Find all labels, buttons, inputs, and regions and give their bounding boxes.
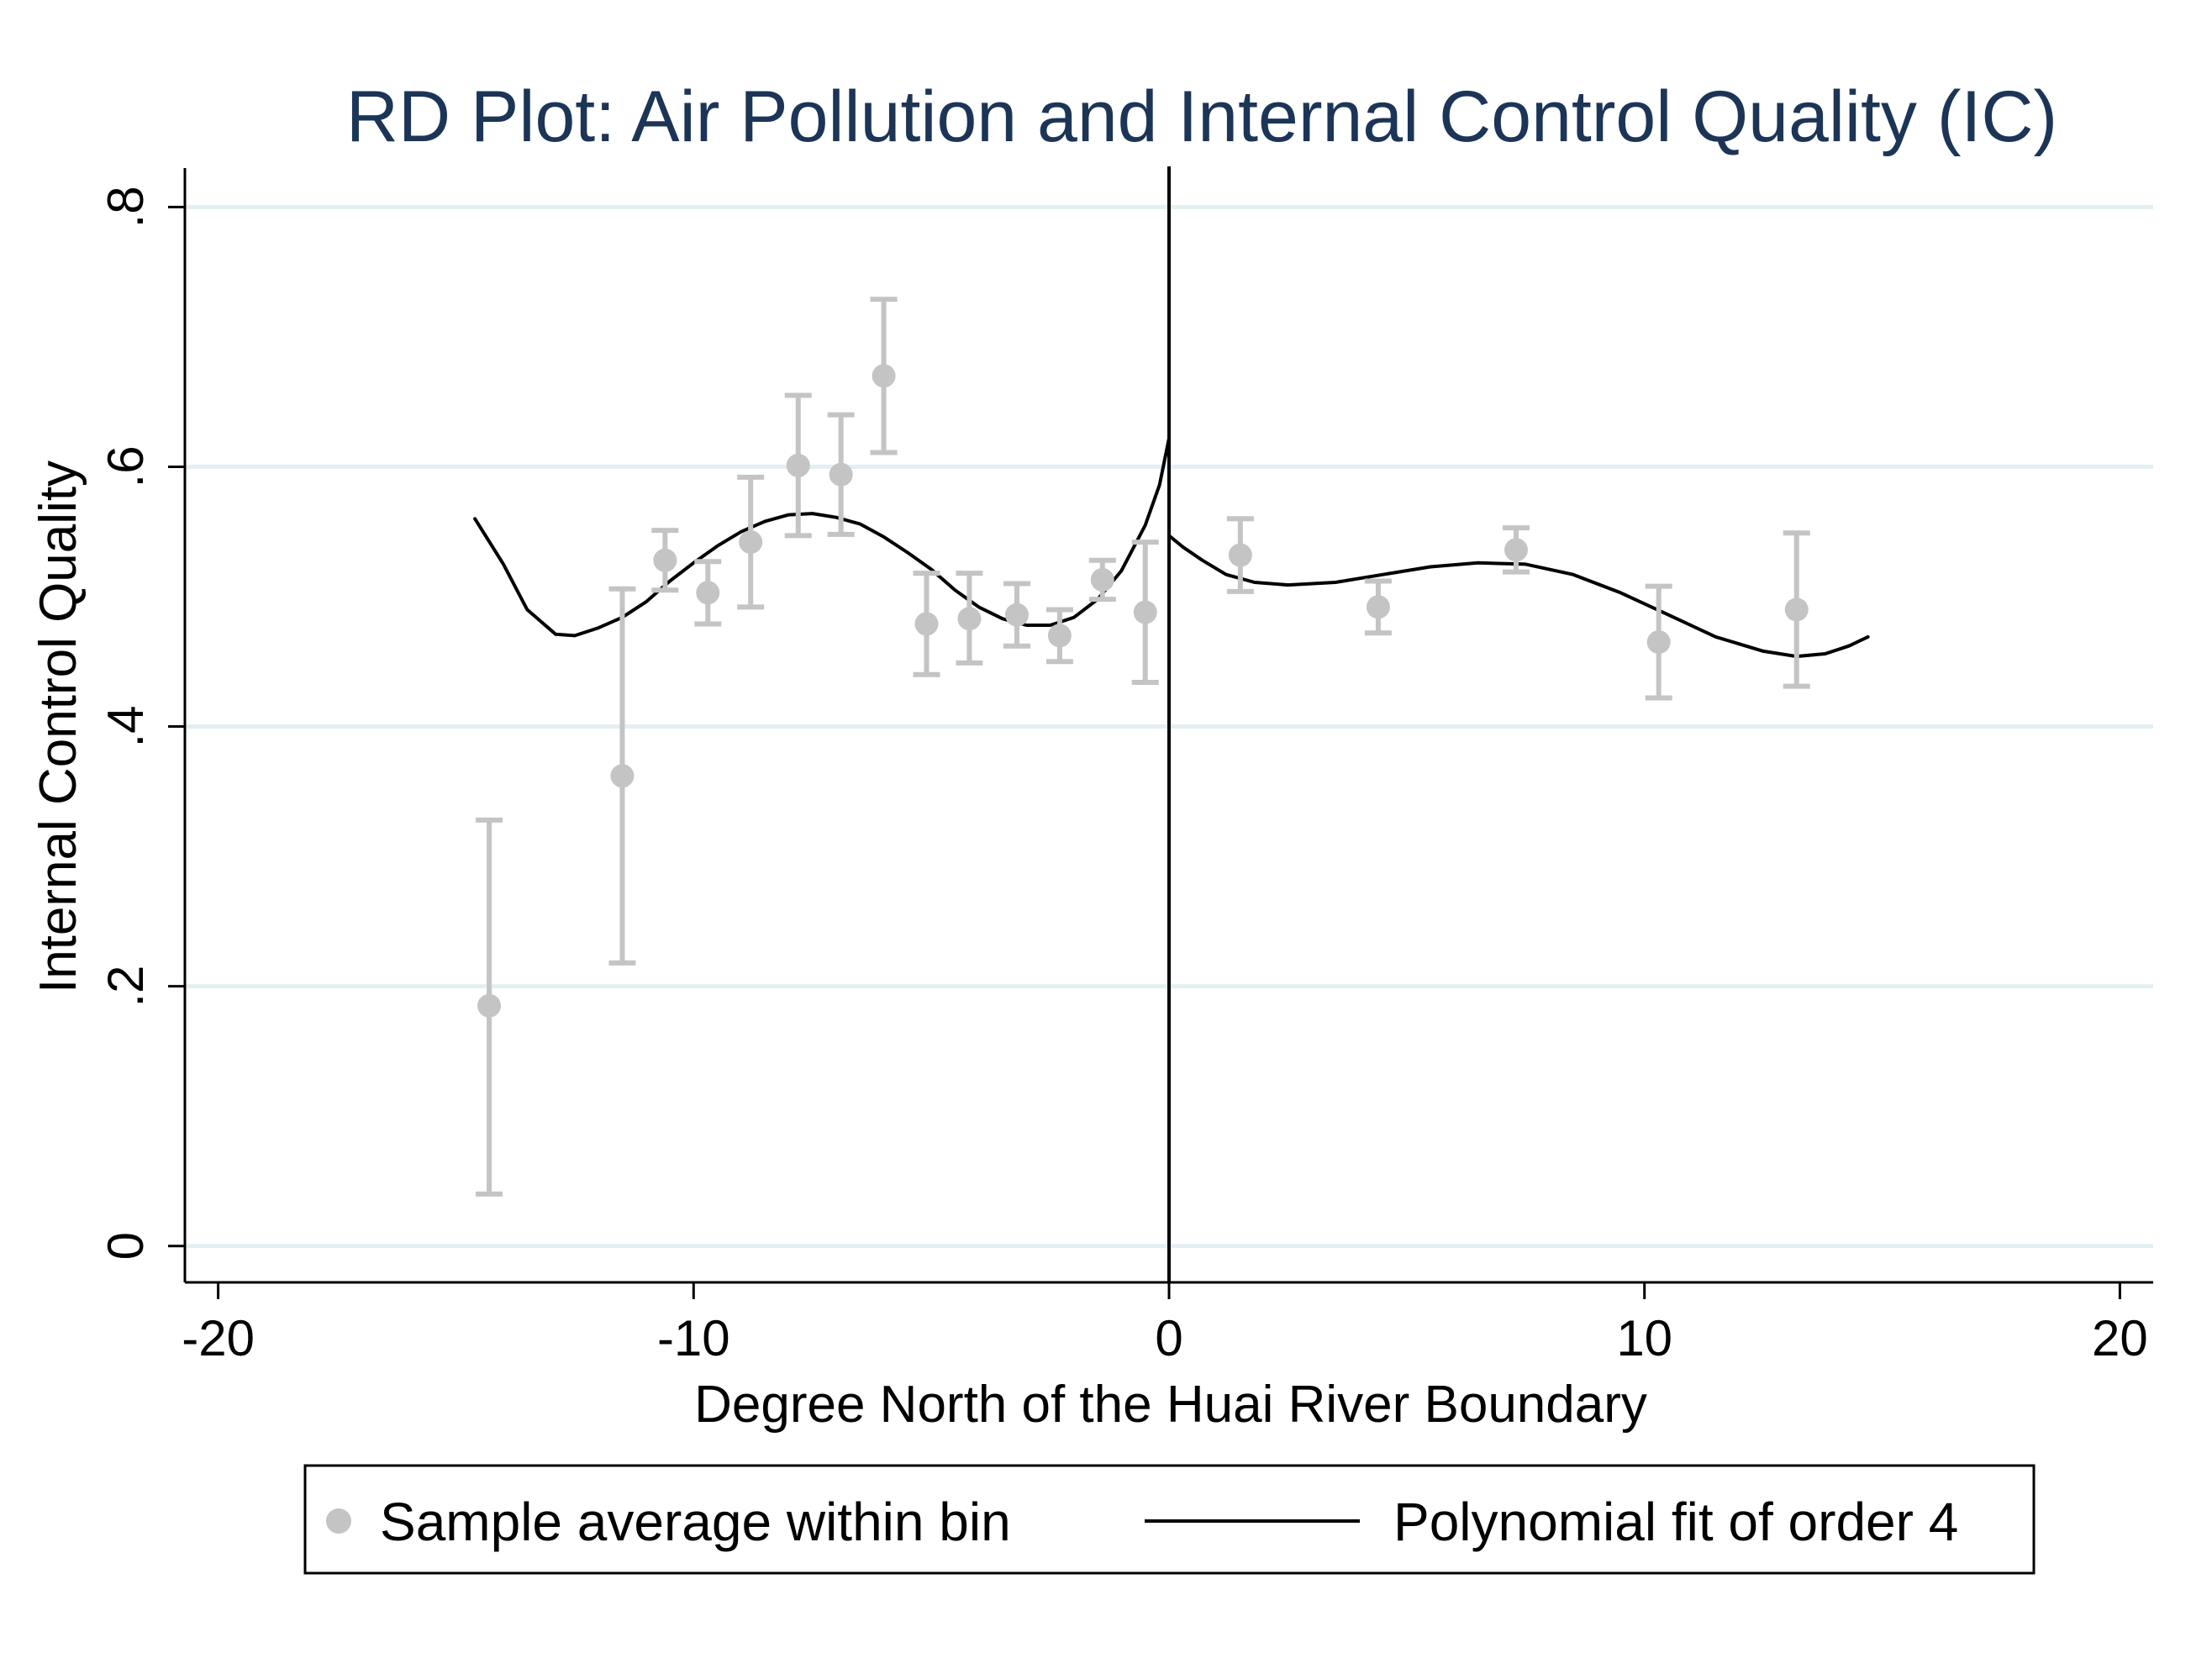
bin-point-3 — [696, 581, 720, 605]
bin-point-6 — [829, 462, 853, 487]
bin-7 — [870, 297, 898, 455]
bin-point-13 — [1133, 600, 1157, 624]
bin-point-11 — [1047, 624, 1072, 648]
bin-point-0 — [477, 993, 502, 1018]
bin-9 — [956, 571, 983, 666]
x-tick-label-0: -20 — [182, 1310, 255, 1366]
legend-label-points: Sample average within bin — [380, 1492, 1011, 1552]
legend-marker-points — [326, 1508, 351, 1534]
bin-point-10 — [1004, 603, 1029, 627]
chart-title: RD Plot: Air Pollution and Internal Cont… — [346, 76, 2057, 157]
bin-point-15 — [1366, 595, 1390, 619]
bin-point-17 — [1646, 630, 1671, 655]
fit-line-right — [1167, 534, 1870, 659]
bin-point-12 — [1090, 567, 1114, 592]
bin-point-1 — [610, 764, 635, 788]
y-axis-label: Internal Control Quality — [29, 461, 87, 993]
polynomial-fit — [473, 436, 1870, 659]
bin-point-18 — [1784, 597, 1809, 622]
bin-1 — [608, 586, 636, 966]
bin-point-16 — [1504, 538, 1528, 562]
bin-11 — [1045, 607, 1073, 665]
x-tick-label-4: 20 — [2092, 1310, 2148, 1366]
bin-point-8 — [914, 612, 939, 636]
bin-13 — [1131, 540, 1159, 685]
bin-point-5 — [786, 453, 810, 477]
bin-0 — [476, 817, 503, 1197]
bin-5 — [784, 392, 812, 539]
bin-14 — [1226, 516, 1254, 594]
bin-18 — [1783, 530, 1810, 689]
bin-point-2 — [653, 548, 677, 572]
bin-4 — [737, 474, 765, 610]
x-axis-label: Degree North of the Huai River Boundary — [694, 1376, 1647, 1434]
y-tick-label-2: .4 — [97, 706, 154, 748]
bin-point-9 — [957, 607, 982, 631]
y-tick-label-1: .2 — [97, 966, 154, 1008]
fit-line-left — [473, 436, 1171, 638]
y-tick-label-0: 0 — [97, 1232, 154, 1260]
bin-16 — [1502, 525, 1530, 575]
x-tick-label-2: 0 — [1155, 1310, 1182, 1366]
bin-15 — [1364, 578, 1392, 636]
bin-6 — [827, 412, 855, 537]
bin-point-4 — [739, 530, 763, 555]
y-tick-label-3: .6 — [97, 445, 154, 487]
x-tick-label-1: -10 — [657, 1310, 730, 1366]
bin-8 — [913, 571, 940, 677]
axis-ticks: -20 -10 0 10 20 0 .2 .4 .6 .8 — [97, 186, 2148, 1366]
bin-averages — [476, 297, 1810, 1197]
y-tick-label-4: .8 — [97, 186, 154, 228]
bin-3 — [694, 559, 722, 627]
bin-17 — [1645, 583, 1672, 701]
legend: Sample average within bin Polynomial fit… — [303, 1464, 2036, 1575]
legend-label-line: Polynomial fit of order 4 — [1393, 1492, 1958, 1552]
bin-10 — [1003, 581, 1030, 649]
bin-point-7 — [872, 364, 896, 388]
bin-12 — [1088, 557, 1116, 603]
bin-point-14 — [1228, 543, 1252, 567]
bin-2 — [651, 528, 679, 593]
x-tick-label-3: 10 — [1616, 1310, 1672, 1366]
